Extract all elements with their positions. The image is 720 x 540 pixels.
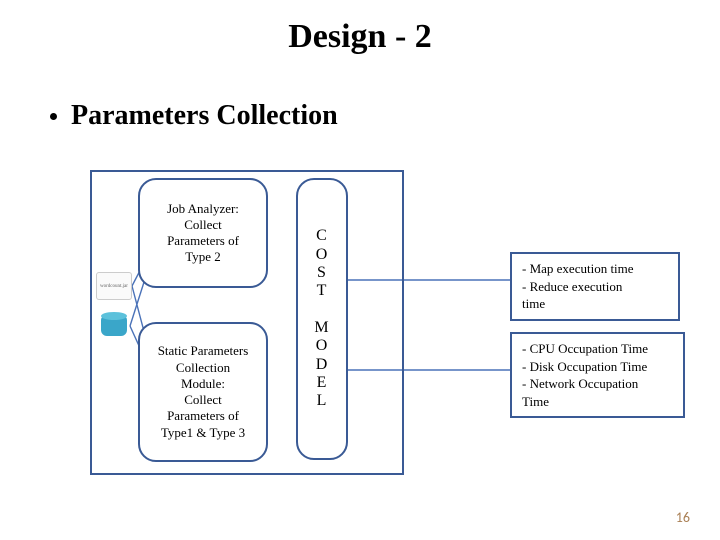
node-job-analyzer: Job Analyzer:CollectParameters ofType 2 (138, 178, 268, 288)
slide-title: Design - 2 (0, 18, 720, 56)
node-cost-model: COSTMODEL (296, 178, 348, 460)
bullet-dot-icon (50, 113, 57, 120)
database-icon (98, 314, 130, 338)
annotation-occupation: - CPU Occupation Time- Disk Occupation T… (510, 332, 685, 418)
node-static-params: Static ParametersCollectionModule:Collec… (138, 322, 268, 462)
jar-label: wordcount.jar (100, 284, 128, 289)
bullet-text: Parameters Collection (71, 100, 338, 132)
annotation-map-reduce: - Map execution time- Reduce executionti… (510, 252, 680, 321)
page-number: 16 (676, 509, 690, 526)
bullet-row: Parameters Collection (50, 100, 338, 132)
jar-file-icon: wordcount.jar (96, 272, 132, 300)
